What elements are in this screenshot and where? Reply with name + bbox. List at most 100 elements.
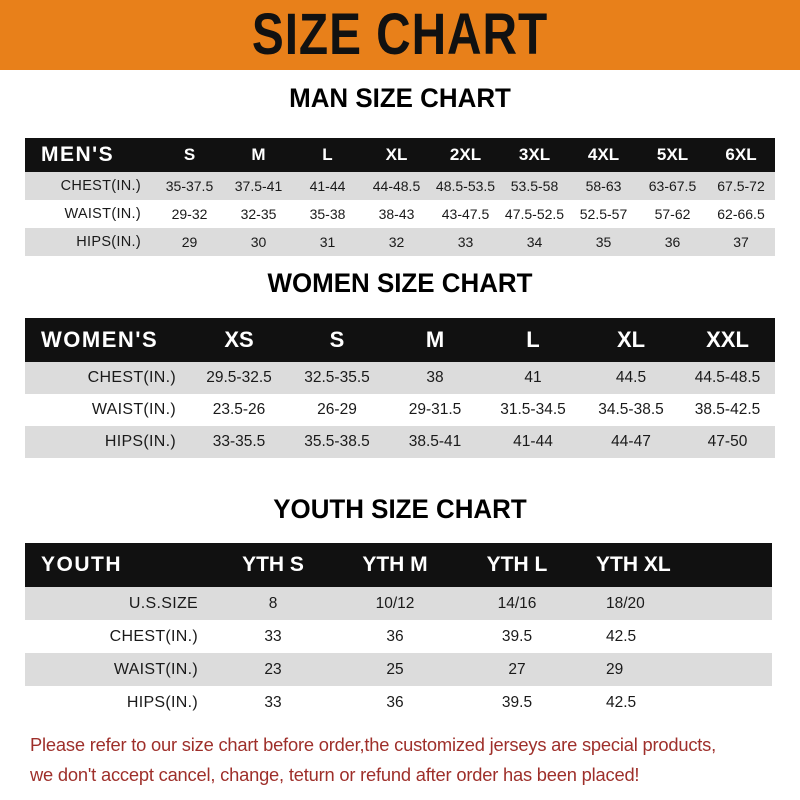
youth-cell: 8 [212, 587, 334, 620]
page-banner: SIZE CHART [0, 0, 800, 70]
youth-cell: 36 [334, 620, 456, 653]
youth-size-table: YOUTH YTH S YTH M YTH L YTH XL U.S.SIZE … [25, 543, 772, 719]
men-cell: 38-43 [362, 200, 431, 228]
youth-cell: 39.5 [456, 686, 578, 719]
men-size-table: MEN'S S M L XL 2XL 3XL 4XL 5XL 6XL CHEST… [25, 138, 775, 256]
men-size-header: 3XL [500, 138, 569, 172]
women-cell: 38.5-41 [386, 426, 484, 458]
women-size-header: L [484, 318, 582, 362]
youth-cell: 25 [334, 653, 456, 686]
women-cell: 41-44 [484, 426, 582, 458]
men-cell: 43-47.5 [431, 200, 500, 228]
youth-cell: 23 [212, 653, 334, 686]
women-row-label: CHEST(IN.) [25, 362, 190, 394]
men-cell: 47.5-52.5 [500, 200, 569, 228]
men-cell: 34 [500, 228, 569, 256]
women-size-header: S [288, 318, 386, 362]
youth-size-header: YTH S [212, 543, 334, 587]
section-title-youth: YOUTH SIZE CHART [273, 494, 527, 524]
men-cell: 62-66.5 [707, 200, 775, 228]
table-row: WAIST(IN.) 23.5-26 26-29 29-31.5 31.5-34… [25, 394, 775, 426]
youth-cell: 29 [578, 653, 772, 686]
youth-row-label: HIPS(IN.) [25, 686, 212, 719]
women-table-header-row: WOMEN'S XS S M L XL XXL [25, 318, 775, 362]
men-cell: 32-35 [224, 200, 293, 228]
men-row-label: CHEST(IN.) [25, 172, 155, 200]
table-row: CHEST(IN.) 29.5-32.5 32.5-35.5 38 41 44.… [25, 362, 775, 394]
table-row: CHEST(IN.) 33 36 39.5 42.5 [25, 620, 772, 653]
youth-cell: 33 [212, 686, 334, 719]
men-size-header: 2XL [431, 138, 500, 172]
disclaimer-line-2: we don't accept cancel, change, teturn o… [30, 764, 640, 785]
men-header-label: MEN'S [25, 138, 155, 172]
disclaimer-line-1: Please refer to our size chart before or… [30, 734, 717, 755]
table-row: HIPS(IN.) 33 36 39.5 42.5 [25, 686, 772, 719]
men-cell: 29-32 [155, 200, 224, 228]
women-cell: 32.5-35.5 [288, 362, 386, 394]
youth-cell: 27 [456, 653, 578, 686]
women-cell: 29-31.5 [386, 394, 484, 426]
men-cell: 44-48.5 [362, 172, 431, 200]
men-cell: 67.5-72 [707, 172, 775, 200]
women-cell: 35.5-38.5 [288, 426, 386, 458]
table-row: HIPS(IN.) 33-35.5 35.5-38.5 38.5-41 41-4… [25, 426, 775, 458]
youth-table-header-row: YOUTH YTH S YTH M YTH L YTH XL [25, 543, 772, 587]
women-cell: 38 [386, 362, 484, 394]
men-cell: 52.5-57 [569, 200, 638, 228]
youth-row-label: U.S.SIZE [25, 587, 212, 620]
women-size-header: XS [190, 318, 288, 362]
youth-size-header: YTH XL [578, 543, 772, 587]
youth-cell: 10/12 [334, 587, 456, 620]
women-size-header: XXL [680, 318, 775, 362]
youth-size-header: YTH M [334, 543, 456, 587]
men-size-header: 5XL [638, 138, 707, 172]
men-cell: 31 [293, 228, 362, 256]
youth-row-label: WAIST(IN.) [25, 653, 212, 686]
women-row-label: HIPS(IN.) [25, 426, 190, 458]
men-size-header: 4XL [569, 138, 638, 172]
men-cell: 30 [224, 228, 293, 256]
men-cell: 33 [431, 228, 500, 256]
women-size-header: XL [582, 318, 680, 362]
women-size-table: WOMEN'S XS S M L XL XXL CHEST(IN.) 29.5-… [25, 318, 775, 458]
youth-row-label: CHEST(IN.) [25, 620, 212, 653]
men-cell: 58-63 [569, 172, 638, 200]
women-size-header: M [386, 318, 484, 362]
men-size-header: 6XL [707, 138, 775, 172]
women-header-label: WOMEN'S [25, 318, 190, 362]
youth-header-label: YOUTH [25, 543, 212, 587]
men-cell: 29 [155, 228, 224, 256]
men-cell: 35-38 [293, 200, 362, 228]
women-cell: 33-35.5 [190, 426, 288, 458]
disclaimer-note: Please refer to our size chart before or… [30, 730, 768, 790]
men-cell: 63-67.5 [638, 172, 707, 200]
women-cell: 31.5-34.5 [484, 394, 582, 426]
women-cell: 44.5 [582, 362, 680, 394]
women-cell: 23.5-26 [190, 394, 288, 426]
women-cell: 47-50 [680, 426, 775, 458]
youth-cell: 14/16 [456, 587, 578, 620]
men-cell: 41-44 [293, 172, 362, 200]
men-cell: 37 [707, 228, 775, 256]
table-row: HIPS(IN.) 29 30 31 32 33 34 35 36 37 [25, 228, 775, 256]
men-cell: 36 [638, 228, 707, 256]
men-size-header: L [293, 138, 362, 172]
women-cell: 44-47 [582, 426, 680, 458]
women-cell: 26-29 [288, 394, 386, 426]
page-title: SIZE CHART [251, 2, 549, 68]
men-cell: 35-37.5 [155, 172, 224, 200]
men-cell: 35 [569, 228, 638, 256]
youth-cell: 42.5 [578, 620, 772, 653]
women-row-label: WAIST(IN.) [25, 394, 190, 426]
section-title-man: MAN SIZE CHART [289, 83, 511, 113]
men-row-label: WAIST(IN.) [25, 200, 155, 228]
women-cell: 29.5-32.5 [190, 362, 288, 394]
table-row: CHEST(IN.) 35-37.5 37.5-41 41-44 44-48.5… [25, 172, 775, 200]
youth-cell: 39.5 [456, 620, 578, 653]
youth-cell: 42.5 [578, 686, 772, 719]
table-row: WAIST(IN.) 23 25 27 29 [25, 653, 772, 686]
men-row-label: HIPS(IN.) [25, 228, 155, 256]
men-size-header: XL [362, 138, 431, 172]
women-cell: 34.5-38.5 [582, 394, 680, 426]
women-cell: 38.5-42.5 [680, 394, 775, 426]
